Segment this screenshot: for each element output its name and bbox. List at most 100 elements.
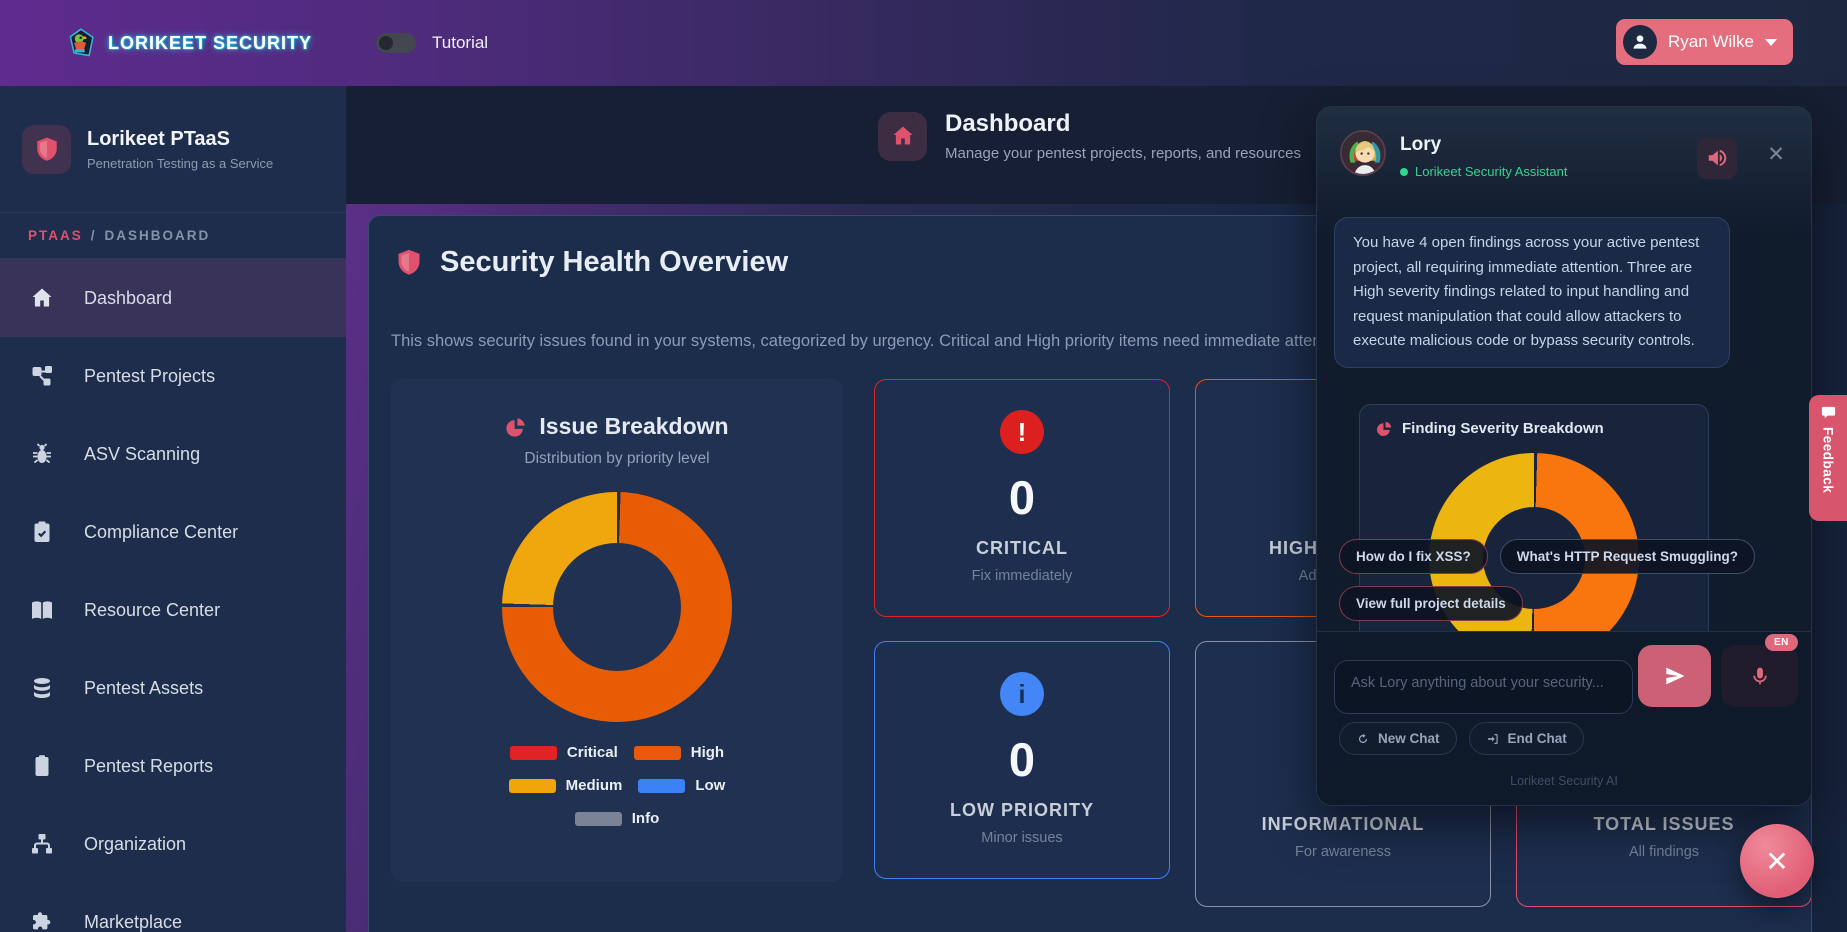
sidebar-item-label: Compliance Center xyxy=(84,521,239,542)
stat-label: INFORMATIONAL xyxy=(1261,814,1425,834)
sitemap-icon xyxy=(32,834,52,854)
chat-input-placeholder: Ask Lory anything about your security... xyxy=(1351,675,1604,691)
sidebar-item-asv-scanning[interactable]: ASV Scanning xyxy=(0,415,346,493)
mini-chart-title: Finding Severity Breakdown xyxy=(1402,420,1604,437)
legend-swatch xyxy=(508,778,556,793)
product-text: Lorikeet PTaaS Penetration Testing as a … xyxy=(87,128,273,171)
severity-breakdown-panel: Finding Severity Breakdown xyxy=(1359,404,1709,670)
user-menu-button[interactable]: Ryan Wilke xyxy=(1616,19,1793,65)
language-badge: EN xyxy=(1765,634,1798,651)
chip-fix-xss[interactable]: How do I fix XSS? xyxy=(1339,539,1488,574)
book-open-icon xyxy=(32,601,52,619)
chevron-down-icon xyxy=(1765,38,1777,46)
page-icon-tile xyxy=(878,111,927,161)
sidebar-item-resource-center[interactable]: Resource Center xyxy=(0,571,346,649)
online-status-dot xyxy=(1400,167,1408,176)
sidebar-item-pentest-reports[interactable]: Pentest Reports xyxy=(0,727,346,805)
sidebar-item-pentest-assets[interactable]: Pentest Assets xyxy=(0,649,346,727)
assistant-avatar xyxy=(1340,130,1386,176)
legend-swatch xyxy=(574,811,622,826)
chat-input[interactable]: Ask Lory anything about your security... xyxy=(1334,660,1633,714)
chat-actions: New Chat End Chat xyxy=(1339,722,1584,755)
assistant-status: Lorikeet Security Assistant xyxy=(1400,164,1567,179)
sidebar-item-label: Pentest Assets xyxy=(84,677,204,698)
product-name: Lorikeet PTaaS xyxy=(87,127,231,150)
sidebar-item-label: Marketplace xyxy=(84,911,183,932)
chat-close-icon[interactable]: ✕ xyxy=(1761,139,1791,169)
tutorial-toggle[interactable] xyxy=(376,33,417,53)
speech-bubble-icon xyxy=(1821,406,1835,419)
exit-icon xyxy=(1487,733,1498,744)
breadcrumb-separator: / xyxy=(90,228,97,243)
legend-item-info: Info xyxy=(574,810,659,827)
brand-name: LORIKEET SECURITY xyxy=(108,32,313,53)
topbar: LORIKEET SECURITY Tutorial Ryan Wilke xyxy=(0,0,1847,86)
legend-swatch xyxy=(509,745,557,760)
breadcrumb-section[interactable]: PTAAS xyxy=(28,228,83,243)
report-file-icon xyxy=(35,755,49,776)
sidebar-item-label: Organization xyxy=(84,833,187,854)
shield-icon xyxy=(398,249,420,275)
assistant-name: Lory xyxy=(1400,134,1442,155)
tutorial-label: Tutorial xyxy=(432,33,489,52)
tutorial-toggle-group: Tutorial xyxy=(376,33,488,53)
legend-item-critical: Critical xyxy=(509,744,618,761)
legend-swatch xyxy=(638,778,686,793)
paper-plane-icon xyxy=(1665,667,1684,685)
clipboard-check-icon xyxy=(34,521,50,542)
chart-legend: Critical High Medium xyxy=(391,744,843,827)
breadcrumb-page: DASHBOARD xyxy=(104,228,211,243)
sidebar-item-organization[interactable]: Organization xyxy=(0,805,346,883)
critical-alert-icon: ! xyxy=(1000,410,1044,454)
chat-footer-brand: Lorikeet Security AI xyxy=(1510,774,1618,788)
page-title: Dashboard xyxy=(945,110,1071,137)
new-chat-button[interactable]: New Chat xyxy=(1339,722,1457,755)
legend-swatch xyxy=(633,745,681,760)
end-chat-button[interactable]: End Chat xyxy=(1468,722,1584,755)
microphone-icon xyxy=(1752,667,1767,685)
stat-card-critical: ! 0 CRITICAL Fix immediately xyxy=(874,379,1170,617)
stat-sublabel: Fix immediately xyxy=(971,568,1073,584)
feedback-label: Feedback xyxy=(1820,427,1836,494)
stat-value: 0 xyxy=(1008,471,1036,524)
stat-label: CRITICAL xyxy=(976,538,1068,558)
overview-description: This shows security issues found in your… xyxy=(391,332,1353,350)
send-button[interactable] xyxy=(1638,645,1711,707)
product-logo-tile xyxy=(22,124,71,174)
page-subtitle: Manage your pentest projects, reports, a… xyxy=(945,145,1302,162)
breadcrumb: PTAAS / DASHBOARD xyxy=(0,213,346,259)
refresh-icon xyxy=(1358,733,1368,743)
sidebar-item-label: ASV Scanning xyxy=(84,443,201,464)
sidebar-item-label: Pentest Projects xyxy=(84,365,216,386)
speaker-toggle-button[interactable] xyxy=(1697,137,1737,179)
sidebar-item-label: Dashboard xyxy=(84,287,173,308)
share-nodes-icon xyxy=(32,366,52,386)
donut-hole xyxy=(553,543,681,671)
info-circle-icon: i xyxy=(1000,672,1044,716)
lory-chat-widget: Lory Lorikeet Security Assistant ✕ You h… xyxy=(1316,106,1812,806)
sidebar-item-marketplace[interactable]: Marketplace xyxy=(0,883,346,932)
home-icon xyxy=(893,126,912,145)
chat-input-section: Ask Lory anything about your security...… xyxy=(1317,631,1811,805)
legend-item-medium: Medium xyxy=(508,777,622,794)
sidebar-product: Lorikeet PTaaS Penetration Testing as a … xyxy=(0,86,346,213)
sidebar-item-label: Pentest Reports xyxy=(84,755,214,776)
chip-view-project-details[interactable]: View full project details xyxy=(1339,586,1523,621)
feedback-tab[interactable]: Feedback xyxy=(1809,395,1847,521)
speaker-icon xyxy=(1708,149,1727,167)
chip-http-request-smuggling[interactable]: What's HTTP Request Smuggling? xyxy=(1499,539,1755,574)
home-icon xyxy=(32,288,52,307)
sidebar-item-dashboard[interactable]: Dashboard xyxy=(0,259,346,337)
legend-item-high: High xyxy=(633,744,724,761)
person-icon xyxy=(1633,35,1647,49)
database-icon xyxy=(34,678,50,698)
page-title-group: Dashboard Manage your pentest projects, … xyxy=(945,110,1301,162)
close-chat-fab-button[interactable]: ✕ xyxy=(1740,824,1814,898)
stat-label: TOTAL ISSUES xyxy=(1593,814,1735,834)
brand: LORIKEET SECURITY xyxy=(66,28,312,58)
microphone-button[interactable] xyxy=(1721,645,1798,707)
sidebar-item-compliance-center[interactable]: Compliance Center xyxy=(0,493,346,571)
legend-item-low: Low xyxy=(638,777,725,794)
sidebar-item-pentest-projects[interactable]: Pentest Projects xyxy=(0,337,346,415)
